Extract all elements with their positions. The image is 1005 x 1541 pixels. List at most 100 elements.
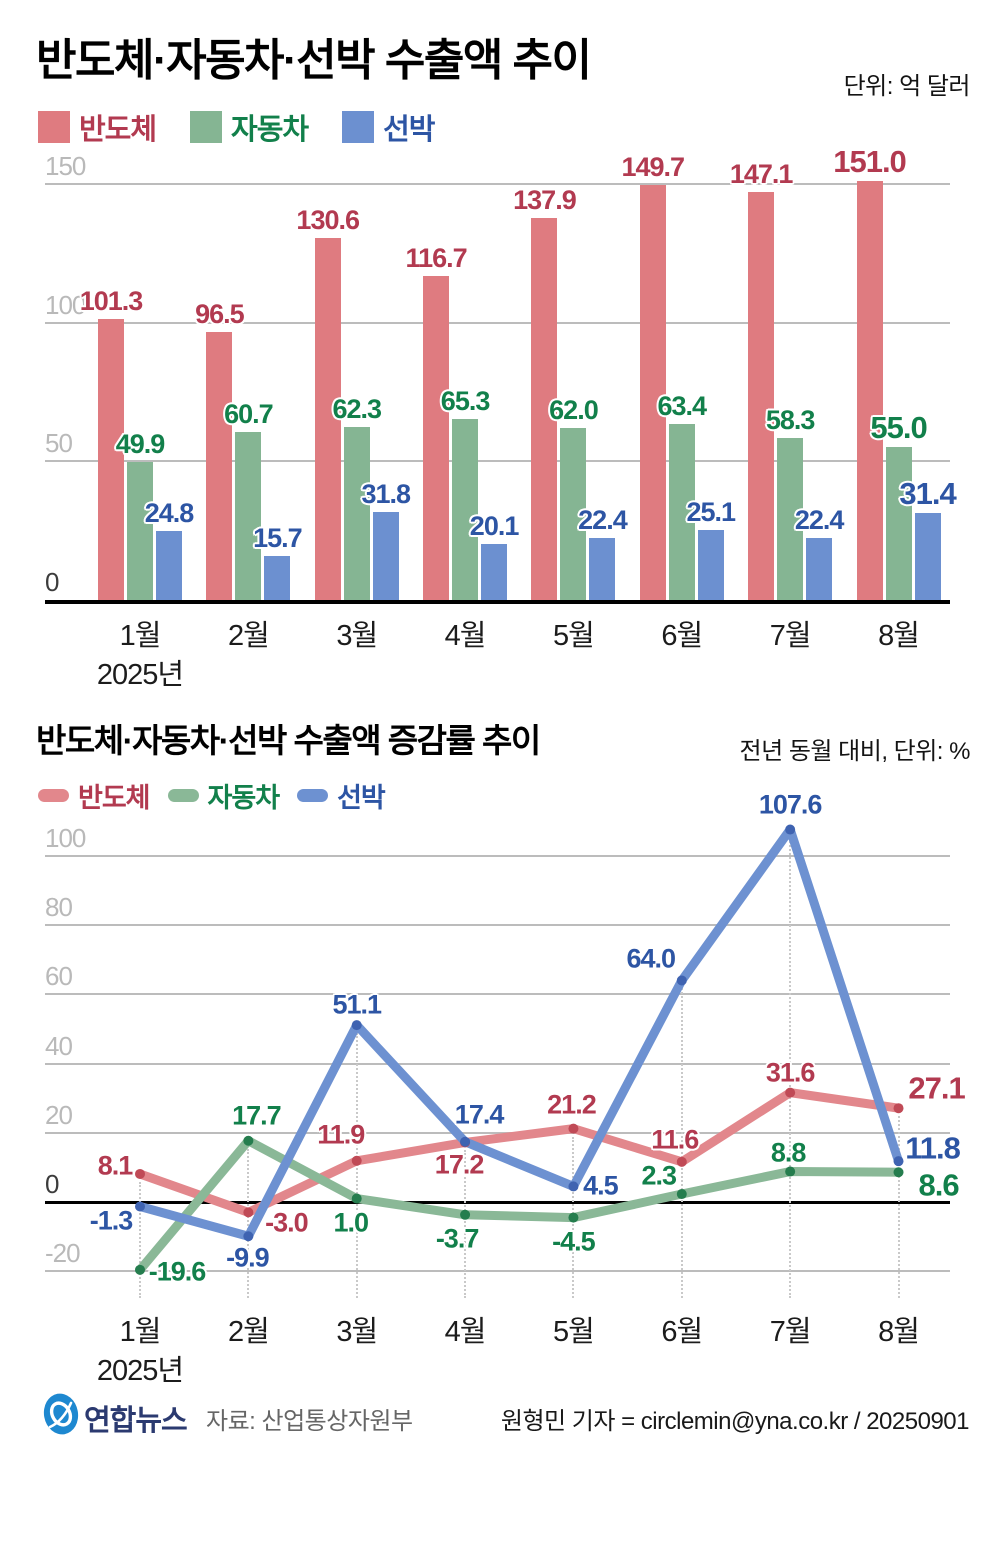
line-자동차 [135,1136,904,1275]
point-선박 [676,975,687,986]
legend-label-semiconductor: 반도체 [78,783,151,813]
y-gridline [45,183,950,185]
bar-자동차 [343,427,370,600]
bar-value-label: 130.6 [296,204,360,235]
bar-선박 [589,537,616,600]
y-gridline [45,1062,950,1065]
bar-선박 [264,556,291,600]
bar-value-label: 20.1 [469,511,520,542]
legend-item-automobile: 자동차 [190,106,309,148]
month-guide [789,837,792,1298]
bar-value-label: 60.7 [224,398,274,429]
line-value-label: -1.3 [89,1205,134,1235]
legend-item-automobile: 자동차 [167,776,280,815]
line-value-label: -19.6 [148,1256,207,1287]
line-value-label: 11.9 [317,1119,365,1150]
bar-자동차 [127,461,153,600]
y-tick-label: 80 [45,892,73,923]
y-gridline [45,321,950,324]
y-gridline [45,600,950,604]
x-axis-label: 7월 [769,1316,812,1348]
line-value-label: -4.5 [552,1226,596,1257]
bar-반도체 [856,181,883,600]
y-tick-label: 60 [45,961,73,992]
x-axis-label: 6월 [661,1316,703,1348]
x-axis-label: 3월 [336,1316,378,1348]
point-자동차 [568,1212,579,1223]
line-반도체 [135,1088,904,1217]
line-value-label: 11.6 [651,1124,699,1155]
month-guide [355,1033,358,1298]
legend-label-ship: 선박 [383,114,435,146]
point-자동차 [676,1189,687,1200]
line-value-label: 31.6 [765,1057,816,1088]
legend-label-semiconductor: 반도체 [79,114,157,146]
bar-반도체 [531,217,558,600]
point-선박 [351,1020,362,1031]
x-axis-label: 8월 [878,620,920,652]
y-gridline [45,993,950,996]
bar-선박 [156,531,182,600]
line-value-label: 2.3 [641,1160,678,1191]
point-반도체 [351,1155,362,1166]
bar-chart-legend: 반도체 자동차 선박 [38,106,435,148]
month-guide [680,988,683,1298]
bar-반도체 [423,276,450,600]
bar-자동차 [885,447,912,600]
bar-value-label: 137.9 [513,184,577,215]
line-value-label: 21.2 [547,1089,597,1120]
x-axis-label: 4월 [444,1316,487,1348]
x-axis-label: 3월 [336,620,378,652]
legend-label-automobile: 자동차 [231,114,309,146]
legend-item-semiconductor: 반도체 [38,776,151,815]
bar-선박 [481,544,508,600]
yonhap-logo-text: 연합뉴스 [84,1405,188,1437]
line-value-label: 8.6 [918,1167,959,1203]
bar-value-label: 31.4 [899,475,956,511]
bar-value-label: 116.7 [405,243,468,274]
line-value-label: -9.9 [226,1242,270,1273]
month-guide [897,1116,900,1298]
x-axis-label: 7월 [769,620,812,652]
line-value-label: 8.1 [97,1150,134,1181]
point-반도체 [676,1156,687,1167]
legend-item-ship: 선박 [297,776,386,815]
line-value-label: 51.1 [332,989,382,1020]
bar-value-label: 22.4 [794,504,845,535]
point-선박 [568,1181,579,1192]
month-guide [247,1148,250,1298]
point-반도체 [135,1168,145,1179]
year-label: 2025년 [96,659,184,691]
bar-value-label: 149.7 [621,151,686,182]
bar-선박 [914,512,941,600]
x-axis-label: 6월 [661,620,703,652]
bar-선박 [372,511,399,600]
point-자동차 [135,1264,145,1275]
bar-선박 [697,530,724,600]
bar-value-label: 25.1 [686,497,737,528]
bar-value-label: 62.0 [549,395,599,426]
y-gridline [45,1131,950,1134]
point-반도체 [893,1103,904,1114]
y-gridline [45,1201,950,1204]
line-value-label: 17.2 [434,1149,485,1180]
line-value-label: 17.7 [232,1100,282,1131]
y-gridline [45,924,950,927]
legend-swatch-ship [342,111,375,143]
x-axis-label: 5월 [553,1316,595,1348]
y-tick-label: 40 [45,1030,73,1061]
point-반도체 [243,1207,254,1218]
y-gridline [45,854,950,857]
bar-value-label: 22.4 [578,504,628,535]
point-반도체 [460,1137,471,1148]
point-선박 [243,1231,254,1242]
point-선박 [135,1201,145,1212]
legend-line-swatch-ship [297,789,329,802]
point-선박 [460,1136,471,1147]
y-tick-label: 100 [45,822,86,853]
bar-value-label: 151.0 [833,144,907,180]
